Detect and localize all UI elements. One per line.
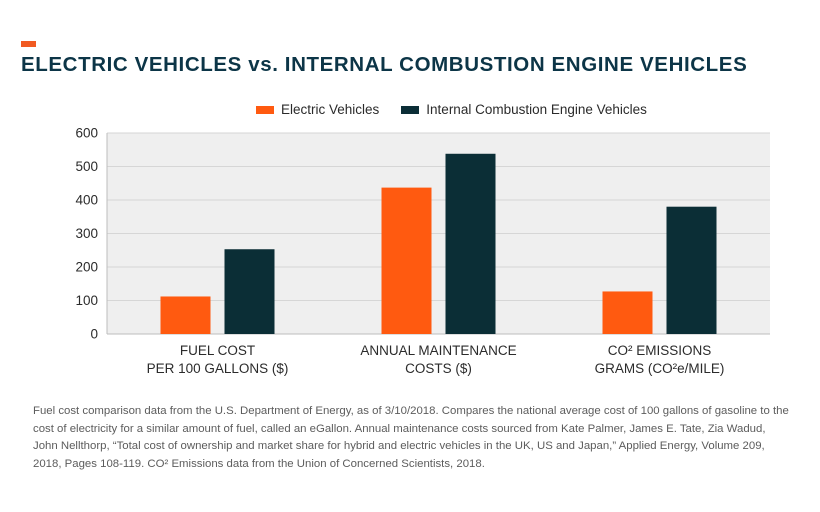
x-category-label: CO² EMISSIONS [608,343,712,358]
legend-label-electric: Electric Vehicles [281,102,380,117]
bar-ice-1 [445,153,496,334]
y-tick-label: 300 [75,226,98,241]
legend-swatch-electric [256,105,274,114]
y-tick-label: 200 [75,260,98,275]
x-category-label: COSTS ($) [405,361,472,376]
chart-title: ELECTRIC VEHICLES vs. INTERNAL COMBUSTIO… [21,53,748,76]
legend-item-electric: Electric Vehicles [256,102,379,117]
legend-label-ice: Internal Combustion Engine Vehicles [426,102,647,117]
x-category-label: FUEL COST [180,343,255,358]
x-category-label: PER 100 GALLONS ($) [147,361,289,376]
y-tick-label: 100 [75,293,98,308]
legend: Electric Vehicles Internal Combustion En… [256,102,669,117]
bar-electric-1 [381,187,432,334]
bar-ice-2 [666,206,717,334]
legend-swatch-ice [401,105,420,114]
y-tick-label: 500 [75,159,98,174]
y-tick-label: 600 [75,126,98,141]
bar-electric-0 [160,296,211,334]
bar-electric-2 [602,291,653,334]
title-accent-bar [21,41,36,47]
legend-item-ice: Internal Combustion Engine Vehicles [401,102,647,117]
bar-chart: 0 100 200 300 400 500 600 FUEL COST PER 100 GALL… [75,126,770,376]
bar-ice-0 [224,249,275,334]
footnote: Fuel cost comparison data from the U.S. … [33,403,793,473]
footnote-text: Fuel cost comparison data from the U.S. … [33,405,789,470]
y-tick-label: 400 [75,193,98,208]
x-category-label: GRAMS (CO²e/MILE) [595,361,725,376]
x-category-label: ANNUAL MAINTENANCE [360,343,516,358]
y-tick-label: 0 [90,327,98,342]
